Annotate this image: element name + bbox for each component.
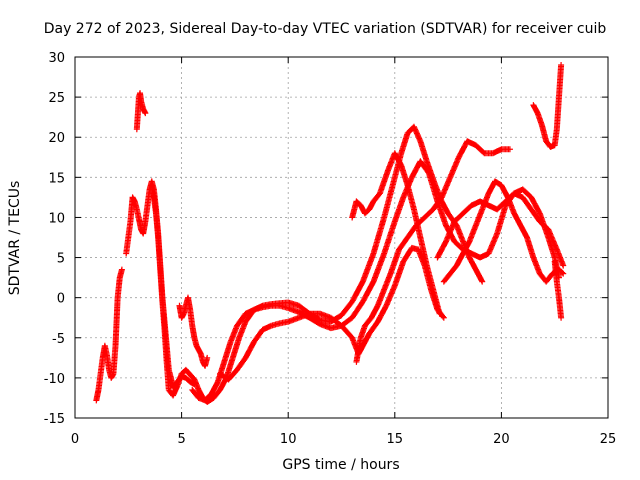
y-tick-label: -10 — [44, 372, 65, 387]
y-tick-label: 15 — [48, 171, 65, 186]
y-tick-label: 0 — [57, 292, 65, 307]
data-series-arc-9 — [440, 178, 567, 285]
x-axis-ticks: 0 5 10 15 20 25 — [71, 57, 616, 447]
data-traces — [93, 62, 567, 405]
y-axis-label: SDTVAR / TECUs — [7, 181, 23, 296]
x-tick-label: 25 — [600, 432, 617, 447]
data-series-arc-12 — [530, 62, 565, 150]
y-tick-label: 25 — [48, 91, 65, 106]
x-tick-label: 5 — [177, 432, 185, 447]
data-series-arc-5 — [176, 294, 211, 369]
y-tick-label: 30 — [48, 51, 65, 66]
data-series-arc-13 — [551, 258, 565, 321]
data-series-arc-10 — [353, 138, 513, 365]
x-tick-label: 15 — [387, 432, 404, 447]
data-series-arc-6 — [189, 158, 567, 404]
chart-title: Day 272 of 2023, Sidereal Day-to-day VTE… — [44, 21, 607, 37]
data-series-arc-3 — [133, 90, 149, 133]
y-axis-ticks: -15 -10 -5 0 5 10 15 20 25 30 — [44, 51, 608, 427]
data-series-arc-1 — [93, 266, 125, 404]
data-series-arc-11 — [434, 186, 562, 281]
y-tick-label: 5 — [57, 252, 65, 267]
grid-lines — [75, 57, 608, 418]
x-tick-label: 10 — [280, 432, 297, 447]
y-tick-label: 20 — [48, 131, 65, 146]
x-tick-label: 20 — [493, 432, 510, 447]
plot-frame — [74, 56, 609, 419]
data-series-arc-4 — [148, 123, 486, 405]
y-tick-label: -5 — [52, 332, 65, 347]
y-tick-label: 10 — [48, 211, 65, 226]
x-axis-label: GPS time / hours — [282, 457, 399, 473]
y-tick-label: -15 — [44, 412, 65, 427]
x-tick-label: 0 — [71, 432, 79, 447]
